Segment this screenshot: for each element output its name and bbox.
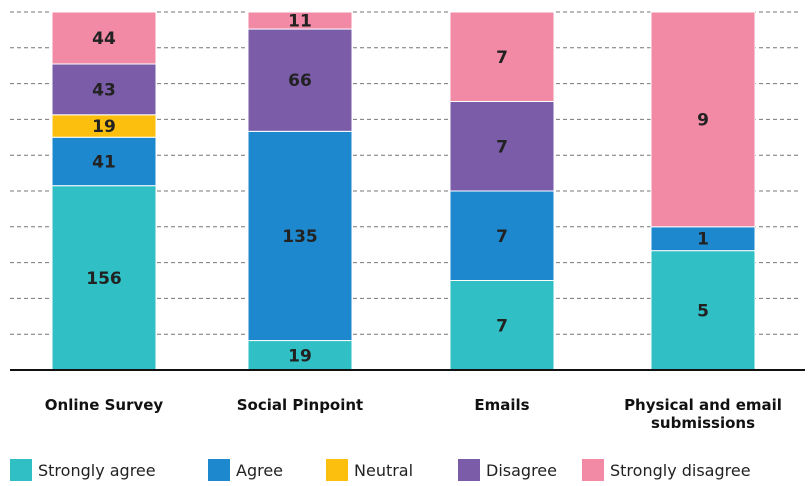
data-label: 135	[282, 227, 318, 247]
data-label: 43	[92, 80, 116, 100]
bar-segment	[449, 190, 555, 281]
data-label: 44	[92, 29, 116, 49]
data-label: 156	[86, 269, 122, 289]
data-label: 41	[92, 152, 116, 172]
data-label: 7	[496, 137, 508, 157]
legend-item: Disagree	[458, 459, 557, 481]
x-tick-label: Online Survey	[44, 396, 164, 414]
x-tick-label: Physical and email submissions	[624, 396, 782, 432]
bar-segment	[449, 11, 555, 102]
bar-segment	[247, 11, 353, 30]
bar-segment	[51, 11, 157, 65]
data-label: 19	[288, 346, 312, 366]
data-label: 1	[697, 230, 709, 250]
legend-label: Disagree	[486, 460, 557, 480]
data-label: 7	[496, 227, 508, 247]
legend-item: Agree	[208, 459, 283, 481]
legend-swatch	[582, 459, 604, 481]
legend-swatch	[10, 459, 32, 481]
bar-segment	[247, 28, 353, 132]
legend-swatch	[326, 459, 348, 481]
bar-segment	[247, 340, 353, 371]
bar-segment	[449, 280, 555, 371]
data-label: 9	[697, 110, 709, 130]
legend-item: Strongly disagree	[582, 459, 751, 481]
legend-label: Strongly agree	[38, 460, 156, 480]
x-tick-label: Emails	[474, 396, 530, 414]
data-label: 7	[496, 316, 508, 336]
legend-swatch	[208, 459, 230, 481]
legend-item: Strongly agree	[10, 459, 156, 481]
bar-segment	[51, 136, 157, 187]
bar-segment	[247, 130, 353, 342]
data-label: 11	[288, 12, 312, 32]
x-tick-label: Social Pinpoint	[236, 396, 364, 414]
legend-item: Neutral	[326, 459, 413, 481]
data-label: 66	[288, 71, 312, 91]
legend-label: Neutral	[354, 460, 414, 480]
data-label: 7	[496, 48, 508, 68]
data-label: 5	[697, 301, 709, 321]
bar-segment	[650, 11, 756, 228]
data-label: 19	[92, 117, 116, 137]
legend-label: Strongly disagree	[610, 460, 751, 480]
legend-label: Agree	[236, 460, 284, 480]
legend-swatch	[458, 459, 480, 481]
bar-segment	[650, 250, 756, 371]
